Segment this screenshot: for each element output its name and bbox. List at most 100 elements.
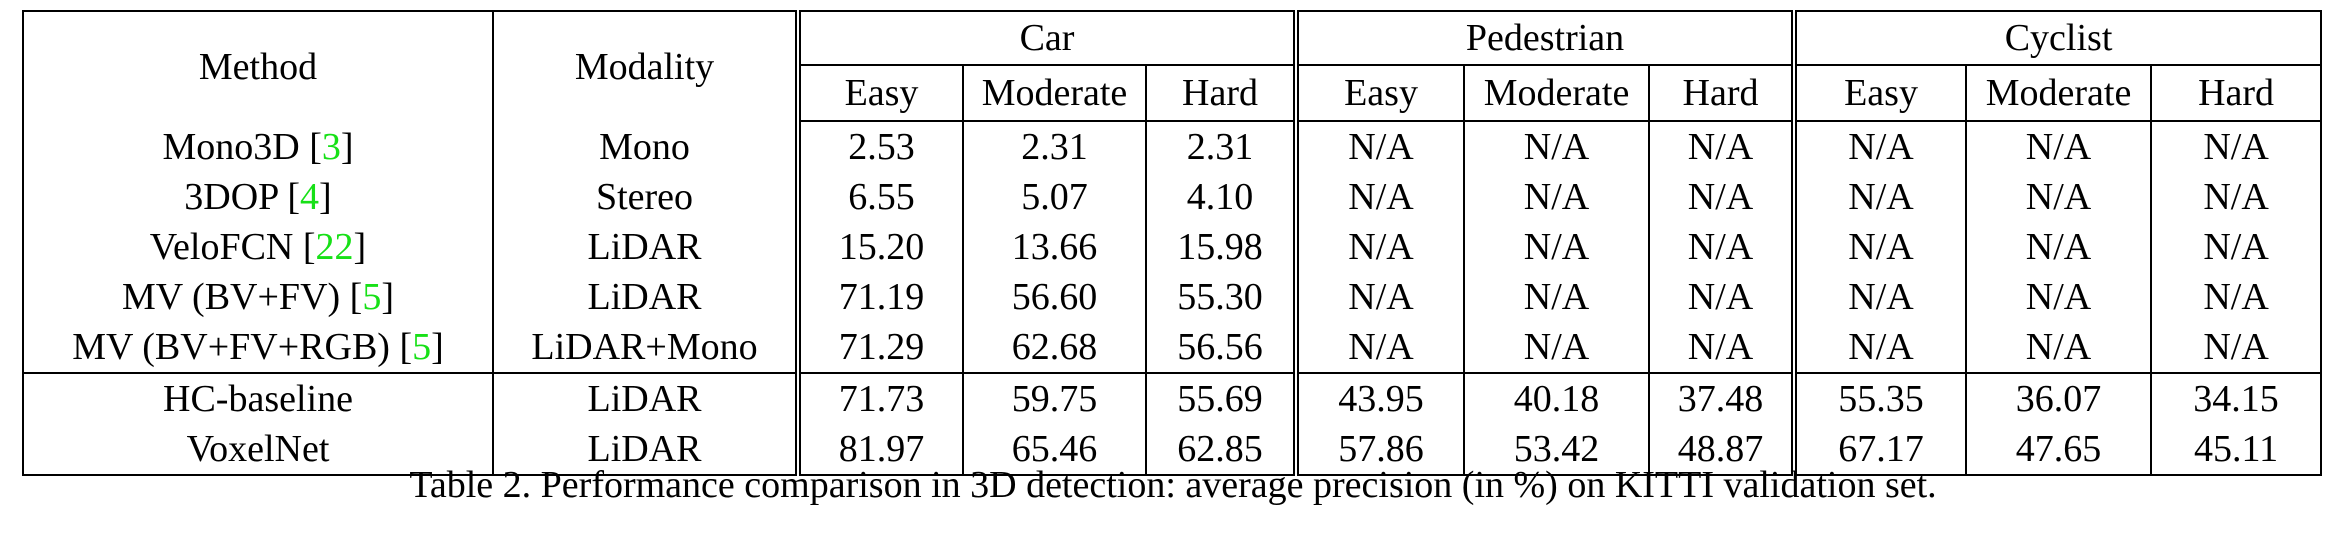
header-group-car: Car	[794, 11, 1297, 66]
cell-car-moderate: 2.31	[962, 121, 1146, 172]
cell-modality: LiDAR+Mono	[492, 322, 798, 373]
cell-car-moderate: 56.60	[962, 272, 1146, 322]
cell-cyclist-easy: N/A	[1791, 172, 1967, 222]
cell-pedestrian-hard: N/A	[1648, 272, 1795, 322]
method-label: MV (BV+FV)	[122, 276, 341, 318]
table-row: VeloFCN [22] LiDAR 15.20 13.66 15.98 N/A N/A N/…	[23, 222, 2322, 272]
cell-cyclist-easy: 55.35	[1791, 372, 1967, 424]
cell-pedestrian-easy: N/A	[1293, 322, 1465, 373]
cell-method: 3DOP [4]	[184, 176, 332, 218]
header-method: Method	[198, 45, 318, 88]
cell-pedestrian-moderate: N/A	[1463, 121, 1650, 172]
header-group-pedestrian: Pedestrian	[1293, 11, 1795, 66]
cell-car-hard: 2.31	[1144, 121, 1297, 172]
cell-pedestrian-easy: N/A	[1293, 172, 1465, 222]
cell-car-easy: 81.97	[795, 424, 963, 475]
cell-pedestrian-hard: 48.87	[1648, 424, 1795, 475]
cell-cyclist-hard: N/A	[2150, 322, 2322, 373]
cell-pedestrian-moderate: N/A	[1463, 172, 1650, 222]
cell-car-easy: 15.20	[795, 222, 963, 272]
table-row: VoxelNet LiDAR 81.97 65.46 62.85 57.86 53.42 48…	[23, 424, 2322, 475]
cell-modality: Mono	[492, 121, 798, 172]
cell-pedestrian-easy: 57.86	[1293, 424, 1465, 475]
header-row-groups: Method Modality Car Pedestrian Cyclist	[23, 11, 2322, 121]
cell-pedestrian-hard: N/A	[1648, 172, 1795, 222]
header-pedestrian-moderate: Moderate	[1463, 65, 1650, 122]
cell-cyclist-easy: 67.17	[1791, 424, 1967, 475]
header-car-hard: Hard	[1144, 65, 1297, 122]
cell-modality: LiDAR	[492, 424, 798, 475]
cell-modality: LiDAR	[492, 372, 798, 424]
cell-cyclist-moderate: 36.07	[1965, 372, 2152, 424]
cell-method: VoxelNet	[23, 424, 493, 475]
cell-pedestrian-hard: 37.48	[1648, 372, 1795, 424]
cell-car-moderate: 62.68	[962, 322, 1146, 373]
cell-cyclist-moderate: N/A	[1965, 222, 2152, 272]
cell-car-moderate: 59.75	[962, 372, 1146, 424]
cell-cyclist-hard: N/A	[2150, 272, 2322, 322]
cell-car-hard: 15.98	[1144, 222, 1297, 272]
cell-modality: Stereo	[492, 172, 798, 222]
citation-link[interactable]: 4	[300, 176, 320, 218]
header-cyclist-moderate: Moderate	[1965, 65, 2152, 122]
table-row: MV (BV+FV+RGB) [5] LiDAR+Mono 71.29 62.68 56…	[23, 322, 2322, 373]
header-group-cyclist: Cyclist	[1791, 11, 2322, 66]
cell-method: Mono3D [3]	[162, 125, 354, 168]
cell-cyclist-moderate: N/A	[1965, 272, 2152, 322]
cell-cyclist-moderate: N/A	[1965, 172, 2152, 222]
cell-car-hard: 55.30	[1144, 272, 1297, 322]
cell-cyclist-moderate: N/A	[1965, 121, 2152, 172]
cell-pedestrian-moderate: N/A	[1463, 222, 1650, 272]
cell-cyclist-hard: N/A	[2150, 222, 2322, 272]
table-row: 3DOP [4] Stereo 6.55 5.07 4.10 N/A N/A N/A N/A N/…	[23, 172, 2322, 222]
citation-link[interactable]: 22	[315, 226, 354, 268]
cell-method: VeloFCN [22]	[149, 226, 367, 268]
cell-cyclist-hard: 45.11	[2150, 424, 2322, 475]
method-label: VeloFCN	[149, 226, 294, 268]
cell-pedestrian-moderate: N/A	[1463, 322, 1650, 373]
method-label: 3DOP	[184, 176, 278, 218]
table-caption: Table 2. Performance comparison in 3D de…	[409, 464, 1937, 506]
table-row: HC-baseline LiDAR 71.73 59.75 55.69 43.95 40.1…	[23, 372, 2322, 424]
cell-car-moderate: 5.07	[962, 172, 1146, 222]
cell-method: HC-baseline	[23, 372, 493, 424]
method-label: HC-baseline	[163, 378, 353, 420]
header-cyclist-hard: Hard	[2150, 65, 2322, 122]
citation-link[interactable]: 3	[321, 125, 341, 168]
cell-pedestrian-hard: N/A	[1648, 222, 1795, 272]
cell-cyclist-easy: N/A	[1791, 272, 1967, 322]
cell-car-hard: 62.85	[1144, 424, 1297, 475]
cell-pedestrian-easy: 43.95	[1293, 372, 1465, 424]
cell-car-easy: 71.73	[795, 372, 963, 424]
cell-car-hard: 4.10	[1144, 172, 1297, 222]
cell-car-hard: 55.69	[1144, 372, 1297, 424]
cell-cyclist-easy: N/A	[1791, 322, 1967, 373]
cell-car-moderate: 65.46	[962, 424, 1146, 475]
cell-car-hard: 56.56	[1144, 322, 1297, 373]
cell-pedestrian-easy: N/A	[1293, 222, 1465, 272]
cell-car-easy: 6.55	[795, 172, 963, 222]
table-body: Mono3D [3] Mono 2.53 2.31 2.31 N/A N/A N/A N/A N/…	[23, 121, 2322, 475]
header-modality: Modality	[492, 11, 798, 121]
cell-cyclist-hard: 34.15	[2150, 372, 2322, 424]
cell-pedestrian-moderate: 53.42	[1463, 424, 1650, 475]
cell-pedestrian-moderate: 40.18	[1463, 372, 1650, 424]
cell-pedestrian-hard: N/A	[1648, 322, 1795, 373]
cell-method: MV (BV+FV) [5]	[122, 276, 394, 318]
citation-link[interactable]: 5	[362, 276, 382, 318]
results-table: Method Modality Car Pedestrian Cyclist E…	[22, 10, 2323, 476]
cell-pedestrian-easy: N/A	[1293, 272, 1465, 322]
header-row-difficulty: Easy Moderate Hard Easy Moderate Hard Ea…	[23, 65, 2322, 122]
cell-cyclist-hard: N/A	[2150, 172, 2322, 222]
header-cyclist-easy: Easy	[1791, 65, 1967, 122]
cell-modality: LiDAR	[492, 272, 798, 322]
table-row: Mono3D [3] Mono 2.53 2.31 2.31 N/A N/A N/A N/A N/…	[23, 121, 2322, 172]
cell-cyclist-moderate: 47.65	[1965, 424, 2152, 475]
cell-car-easy: 71.19	[795, 272, 963, 322]
header-pedestrian-hard: Hard	[1648, 65, 1795, 122]
citation-link[interactable]: 5	[412, 326, 432, 368]
cell-car-easy: 71.29	[795, 322, 963, 373]
cell-pedestrian-hard: N/A	[1648, 121, 1795, 172]
header-car-easy: Easy	[795, 65, 963, 122]
